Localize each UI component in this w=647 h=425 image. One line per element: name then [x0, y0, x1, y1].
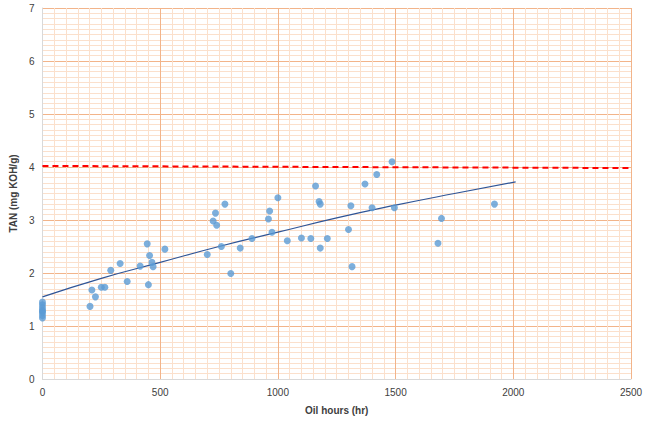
svg-text:0: 0	[40, 387, 46, 398]
svg-text:2500: 2500	[620, 387, 643, 398]
svg-text:TAN (mg KOH/g): TAN (mg KOH/g)	[8, 154, 19, 232]
svg-text:1500: 1500	[384, 387, 407, 398]
svg-text:6: 6	[29, 56, 35, 67]
svg-text:Oil hours (hr): Oil hours (hr)	[305, 405, 368, 416]
svg-text:1: 1	[29, 321, 35, 332]
svg-text:7: 7	[29, 3, 35, 14]
svg-text:4: 4	[29, 162, 35, 173]
svg-text:500: 500	[152, 387, 169, 398]
svg-text:2: 2	[29, 268, 35, 279]
svg-text:3: 3	[29, 215, 35, 226]
svg-text:5: 5	[29, 109, 35, 120]
svg-text:1000: 1000	[267, 387, 290, 398]
svg-text:0: 0	[29, 374, 35, 385]
svg-text:2000: 2000	[502, 387, 525, 398]
